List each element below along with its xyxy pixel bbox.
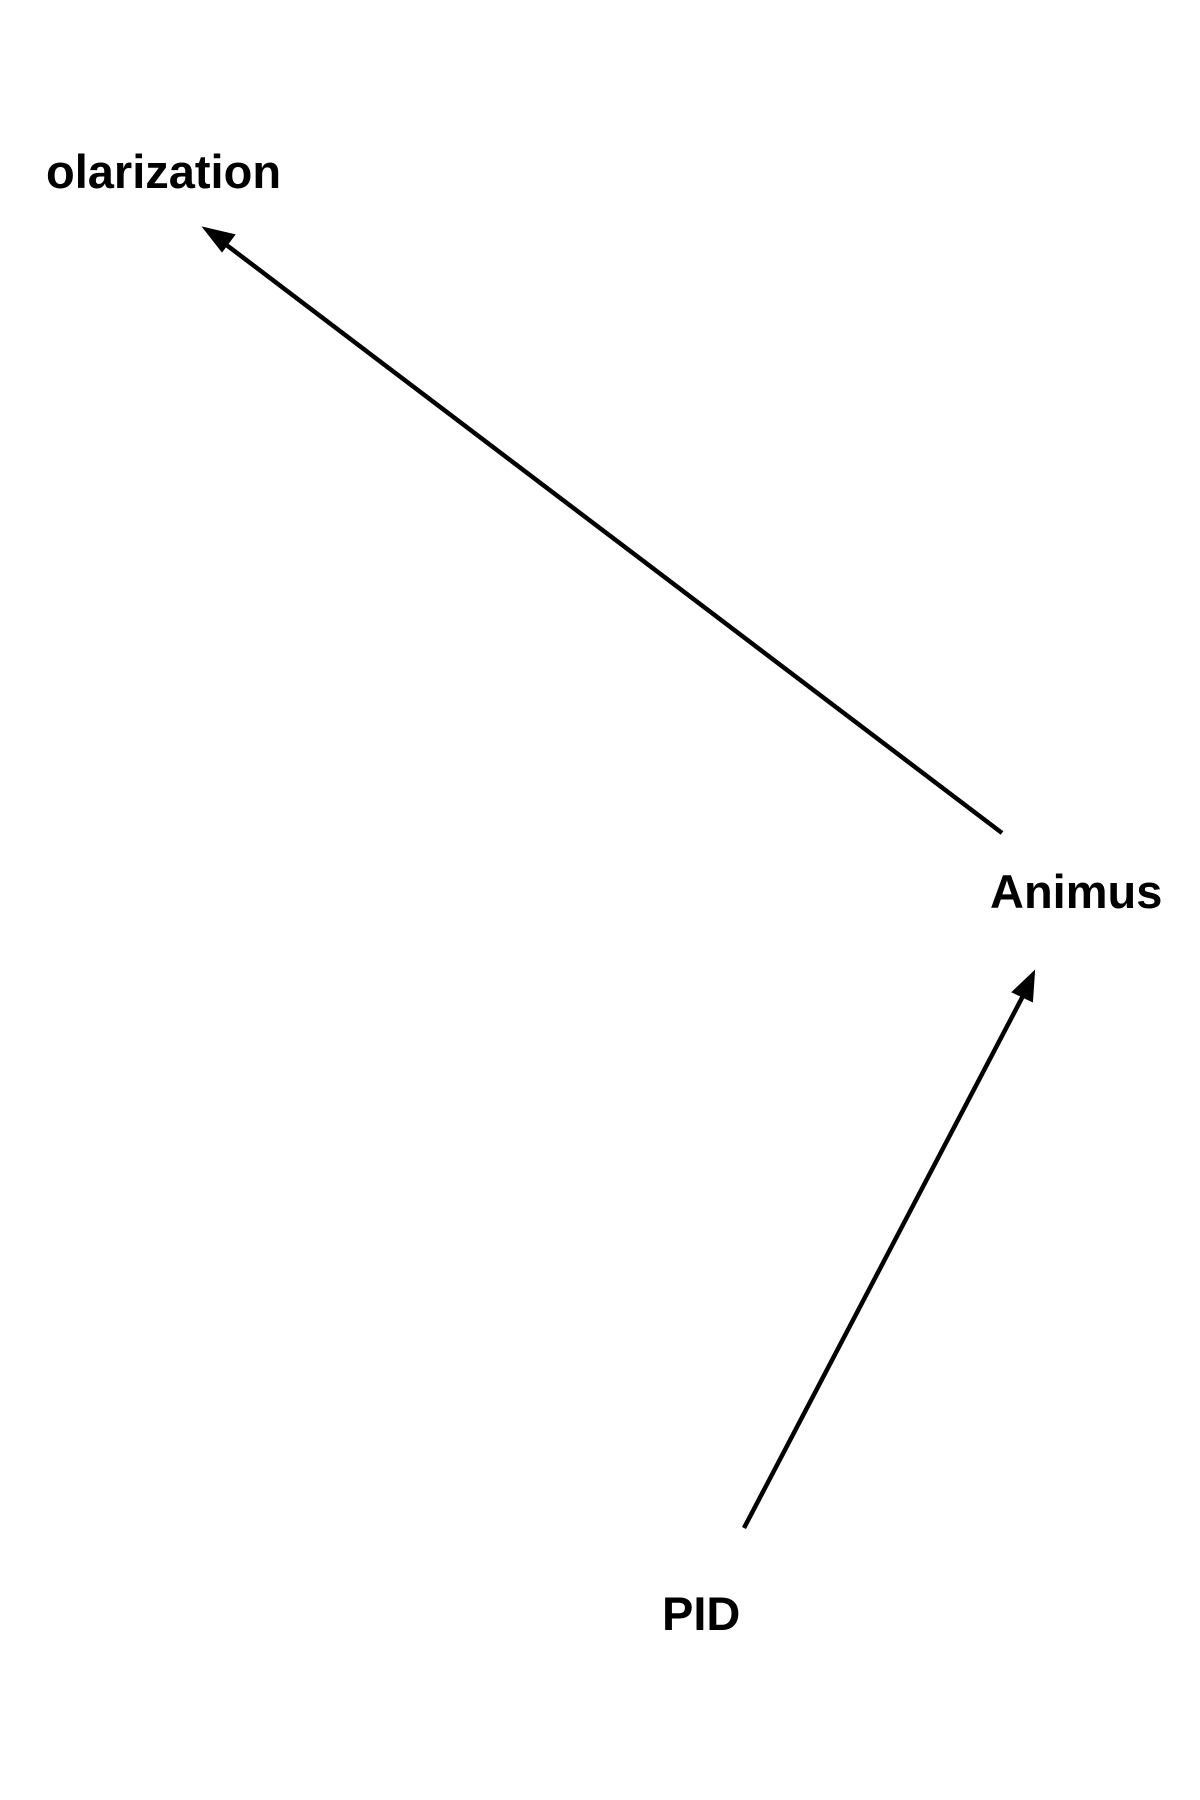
edge-animus-to-polarization-line	[210, 232, 1004, 835]
edge-animus-to-polarization-arrowhead	[201, 226, 236, 253]
edge-pid-to-animus-arrowhead	[1011, 969, 1036, 1003]
node-label-animus: Animus	[990, 865, 1162, 918]
edge-animus-to-polarization	[201, 226, 1004, 835]
edge-pid-to-animus-line	[742, 992, 1026, 1530]
node-label-polarization: olarization	[46, 145, 281, 198]
node-label-pid: PID	[662, 1587, 740, 1640]
edge-pid-to-animus	[742, 969, 1036, 1530]
